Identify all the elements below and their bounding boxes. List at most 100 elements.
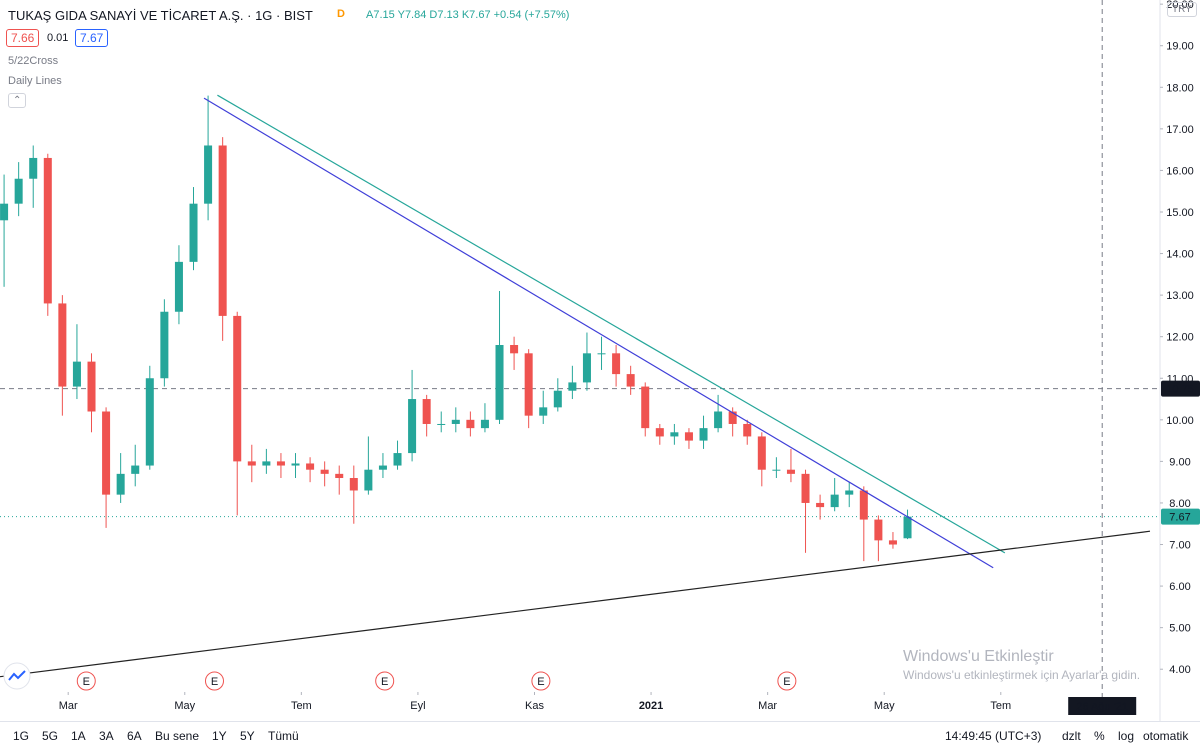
- event-label: E: [783, 676, 790, 688]
- event-label: E: [83, 676, 90, 688]
- candle-body: [641, 386, 650, 429]
- range-button[interactable]: 1Y: [212, 729, 227, 743]
- candle-body: [116, 473, 125, 495]
- range-button[interactable]: 5G: [42, 729, 59, 743]
- scale-option[interactable]: otomatik: [1143, 729, 1189, 743]
- candle-body: [451, 419, 460, 424]
- candle-body: [743, 423, 752, 437]
- indicator[interactable]: 5/22Cross: [8, 55, 59, 67]
- scale-option[interactable]: dzlt: [1062, 729, 1081, 743]
- collapse-button[interactable]: ⌃: [8, 93, 27, 108]
- x-tick-label: Eyl: [410, 700, 425, 712]
- y-tick-label: 19.00: [1166, 41, 1194, 53]
- clock: 14:49:45 (UTC+3): [945, 729, 1042, 743]
- y-tick-label: 17.00: [1166, 124, 1194, 136]
- indicator[interactable]: Daily Lines: [8, 75, 62, 87]
- y-tick-label: 15.00: [1166, 207, 1194, 219]
- candle-body: [816, 502, 825, 508]
- currency[interactable]: TRY: [1167, 2, 1197, 17]
- candle-body: [349, 478, 358, 491]
- candle-body: [87, 361, 96, 412]
- candle-body: [437, 423, 446, 425]
- candle-body: [218, 145, 227, 316]
- last-price-label: 7.67: [1169, 512, 1190, 524]
- candle-body: [306, 463, 315, 470]
- range-button[interactable]: Tümü: [268, 729, 299, 743]
- candle-body: [422, 399, 431, 424]
- ohlc-values: A7.15 Y7.84 D7.13 K7.67 +0.54 (+7.57%): [366, 9, 570, 21]
- candle-body: [553, 390, 562, 408]
- candle-body: [58, 303, 67, 387]
- candle-body: [14, 178, 23, 204]
- candle-body: [262, 461, 271, 466]
- y-tick-label: 4.00: [1169, 664, 1190, 676]
- bid[interactable]: 7.66: [6, 29, 40, 47]
- y-tick-label: 5.00: [1169, 623, 1190, 635]
- candle-body: [801, 473, 810, 503]
- candle-body: [903, 516, 912, 539]
- crosshair-y-label: 10.75: [1166, 384, 1194, 396]
- y-tick-label: 6.00: [1169, 581, 1190, 593]
- last-price-box: [1161, 508, 1200, 525]
- event-marker[interactable]: E: [76, 671, 96, 691]
- trendline: [217, 94, 1006, 554]
- range-button[interactable]: 3A: [99, 729, 114, 743]
- candle-body: [145, 378, 154, 466]
- candle-body: [874, 519, 883, 541]
- trendline: [203, 97, 994, 569]
- event-label: E: [211, 676, 218, 688]
- event-label: E: [537, 676, 544, 688]
- candle-body: [320, 469, 329, 474]
- badge: D: [337, 8, 345, 20]
- event-circle: [204, 671, 224, 691]
- event-marker[interactable]: E: [531, 671, 551, 691]
- event-marker[interactable]: E: [204, 671, 224, 691]
- candle-body: [291, 463, 300, 466]
- candle-body: [408, 399, 417, 454]
- candle-body: [845, 490, 854, 495]
- candle-body: [539, 407, 548, 416]
- candle-body: [189, 203, 198, 262]
- candle-body: [276, 461, 285, 466]
- x-tick-label: May: [174, 700, 195, 712]
- candle-body: [364, 469, 373, 491]
- y-tick-label: 9.00: [1169, 456, 1190, 468]
- candle-body: [247, 461, 256, 466]
- candle-body: [0, 203, 9, 221]
- candle-body: [102, 411, 111, 495]
- candle-body: [393, 453, 402, 466]
- y-tick-label: 8.00: [1169, 498, 1190, 510]
- candle-body: [568, 382, 577, 391]
- event-marker[interactable]: E: [777, 671, 797, 691]
- candle-body: [29, 157, 38, 179]
- candle-body: [830, 494, 839, 508]
- event-circle: [777, 671, 797, 691]
- range-button[interactable]: 5Y: [240, 729, 255, 743]
- event-label: E: [381, 676, 388, 688]
- candle-body: [859, 490, 868, 520]
- scale-option[interactable]: log: [1118, 729, 1135, 743]
- range-button[interactable]: Bu sene: [155, 729, 200, 743]
- event-marker[interactable]: E: [375, 671, 395, 691]
- trendline: [0, 530, 1151, 678]
- range-button[interactable]: 1G: [13, 729, 30, 743]
- candle-body: [204, 145, 213, 204]
- ask[interactable]: 7.67: [75, 29, 109, 47]
- candle-body: [480, 419, 489, 429]
- x-tick-label: Tem: [990, 700, 1011, 712]
- x-tick-label: Mar: [758, 700, 777, 712]
- y-tick-label: 14.00: [1166, 249, 1194, 261]
- candle-body: [714, 411, 723, 429]
- toolbar: 1G 5G 1A 3A 6A Bu sene 1Y 5Y Tümü 14:49:45 (UTC+3…: [0, 721, 1200, 750]
- candle-body: [670, 432, 679, 437]
- candle-body: [597, 353, 606, 355]
- candle-body: [626, 374, 635, 387]
- event-circle: [375, 671, 395, 691]
- range-button[interactable]: 6A: [127, 729, 142, 743]
- event-circle: [76, 671, 96, 691]
- scale-option[interactable]: %: [1094, 729, 1105, 743]
- candle-body: [466, 419, 475, 429]
- range-button[interactable]: 1A: [71, 729, 86, 743]
- crosshair-y-box: [1161, 380, 1200, 397]
- candle-body: [43, 157, 52, 304]
